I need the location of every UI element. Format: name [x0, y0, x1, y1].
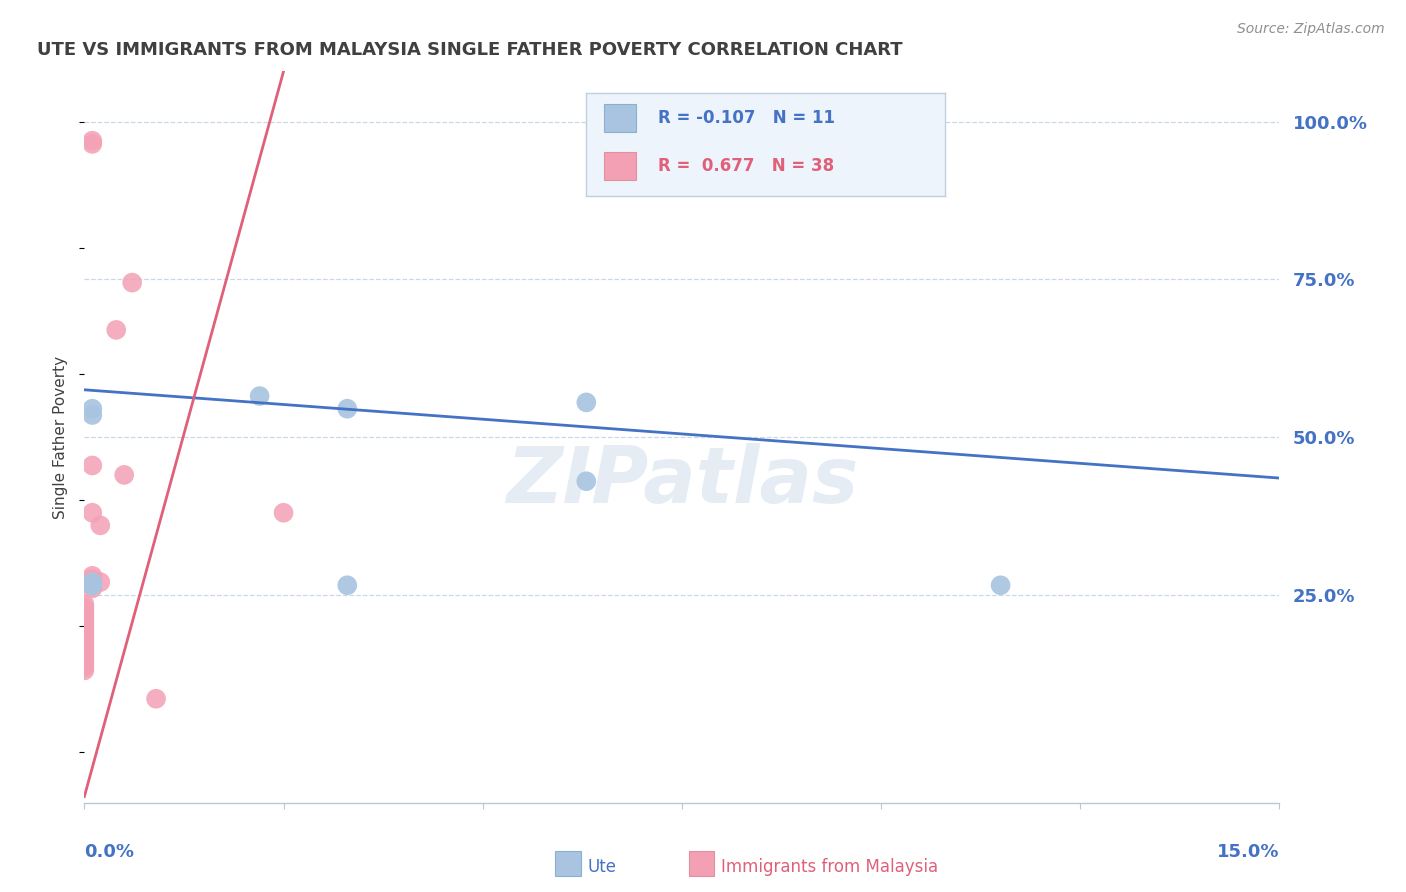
Point — [112, 467, 135, 482]
Text: 0.0%: 0.0% — [84, 843, 135, 861]
Point — [82, 401, 104, 416]
Point — [73, 635, 96, 649]
Point — [73, 650, 96, 665]
Point — [73, 638, 96, 652]
Point — [73, 641, 96, 656]
Point — [82, 408, 104, 422]
Point — [73, 664, 96, 678]
Point — [575, 395, 598, 409]
Point — [73, 644, 96, 658]
Point — [82, 569, 104, 583]
Point — [73, 654, 96, 668]
Y-axis label: Single Father Poverty: Single Father Poverty — [53, 356, 69, 518]
Point — [82, 134, 104, 148]
Point — [89, 575, 111, 590]
Point — [73, 648, 96, 662]
Point — [73, 616, 96, 631]
Point — [105, 323, 128, 337]
Point — [73, 600, 96, 615]
Text: Source: ZipAtlas.com: Source: ZipAtlas.com — [1237, 22, 1385, 37]
Point — [145, 691, 167, 706]
Point — [82, 136, 104, 151]
Text: Immigrants from Malaysia: Immigrants from Malaysia — [721, 858, 938, 876]
Text: 15.0%: 15.0% — [1218, 843, 1279, 861]
Point — [82, 578, 104, 592]
Point — [336, 401, 359, 416]
Point — [73, 632, 96, 646]
Text: ZIPatlas: ZIPatlas — [506, 443, 858, 519]
Point — [575, 474, 598, 488]
Point — [336, 578, 359, 592]
Text: Ute: Ute — [588, 858, 617, 876]
Point — [73, 613, 96, 627]
Point — [273, 506, 295, 520]
Point — [73, 660, 96, 674]
Point — [82, 506, 104, 520]
Point — [73, 629, 96, 643]
Point — [73, 603, 96, 617]
Point — [82, 575, 104, 590]
Point — [73, 623, 96, 637]
Point — [82, 582, 104, 596]
Point — [82, 575, 104, 590]
Point — [89, 518, 111, 533]
Point — [82, 458, 104, 473]
Point — [73, 597, 96, 611]
Point — [82, 578, 104, 592]
Point — [73, 657, 96, 671]
Text: UTE VS IMMIGRANTS FROM MALAYSIA SINGLE FATHER POVERTY CORRELATION CHART: UTE VS IMMIGRANTS FROM MALAYSIA SINGLE F… — [37, 41, 903, 59]
Point — [249, 389, 271, 403]
Point — [73, 625, 96, 640]
Point — [73, 607, 96, 621]
Point — [990, 578, 1012, 592]
Point — [73, 619, 96, 633]
Point — [73, 609, 96, 624]
Point — [82, 572, 104, 586]
Point — [121, 276, 143, 290]
Point — [82, 578, 104, 592]
